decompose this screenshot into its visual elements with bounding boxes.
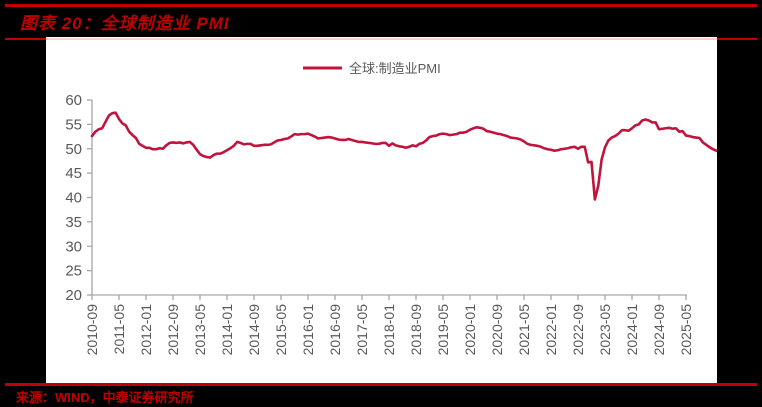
y-tick-label: 50 — [65, 141, 82, 158]
x-tick-label: 2018-01 — [381, 304, 397, 356]
y-tick-label: 55 — [65, 116, 82, 133]
figure-title: 图表 20：全球制造业 PMI — [20, 14, 230, 33]
x-tick-label: 2022-01 — [543, 304, 559, 356]
x-tick-label: 2012-09 — [165, 304, 181, 356]
x-tick-label: 2010-09 — [84, 304, 100, 356]
x-tick-label: 2024-09 — [651, 304, 667, 356]
x-tick-label: 2016-09 — [327, 304, 343, 356]
x-tick-label: 2011-05 — [111, 304, 127, 355]
series-line-global-manufacturing-pmi — [90, 111, 762, 201]
source-note: 来源：WIND，中泰证券研究所 — [16, 390, 194, 405]
x-tick-label: 2013-05 — [192, 304, 208, 356]
x-tick-label: 2025-05 — [678, 304, 694, 356]
x-tick-label: 2014-09 — [246, 304, 262, 356]
x-tick-label: 2024-01 — [624, 304, 640, 356]
x-tick-label: 2015-05 — [273, 304, 289, 356]
y-tick-label: 60 — [65, 92, 82, 109]
bottom-rule — [5, 383, 757, 386]
y-tick-label: 30 — [65, 238, 82, 255]
legend: 全球:制造业PMI — [303, 61, 441, 76]
line-chart: 全球:制造业PMI 60 55 50 45 40 35 30 25 20 2010-09 2011… — [46, 38, 762, 356]
x-tick-label: 2012-01 — [138, 304, 154, 356]
x-tick-label: 2020-09 — [489, 304, 505, 356]
chart-panel: 全球:制造业PMI 60 55 50 45 40 35 30 25 20 2010-09 2011… — [46, 37, 762, 384]
y-tick-label: 35 — [65, 214, 82, 231]
y-tick-label: 40 — [65, 190, 82, 207]
x-tick-label: 2019-05 — [435, 304, 451, 356]
legend-label: 全球:制造业PMI — [349, 61, 441, 76]
y-tick-label: 45 — [65, 165, 82, 182]
x-tick-label: 2023-05 — [597, 304, 613, 356]
x-tick-label: 2017-05 — [354, 304, 370, 356]
x-axis: 2010-09 2011-05 2012-01 2012-09 2013-05 2014-… — [84, 294, 694, 356]
x-tick-label: 2021-05 — [516, 304, 532, 356]
y-axis: 60 55 50 45 40 35 30 25 20 — [65, 92, 93, 304]
y-tick-label: 20 — [65, 287, 82, 304]
x-tick-label: 2022-09 — [570, 304, 586, 356]
x-tick-label: 2014-01 — [219, 304, 235, 356]
x-tick-label: 2020-01 — [462, 304, 478, 356]
top-rule — [5, 4, 757, 7]
y-tick-label: 25 — [65, 263, 82, 280]
x-tick-label: 2018-09 — [408, 304, 424, 356]
x-tick-label: 2016-01 — [300, 304, 316, 356]
